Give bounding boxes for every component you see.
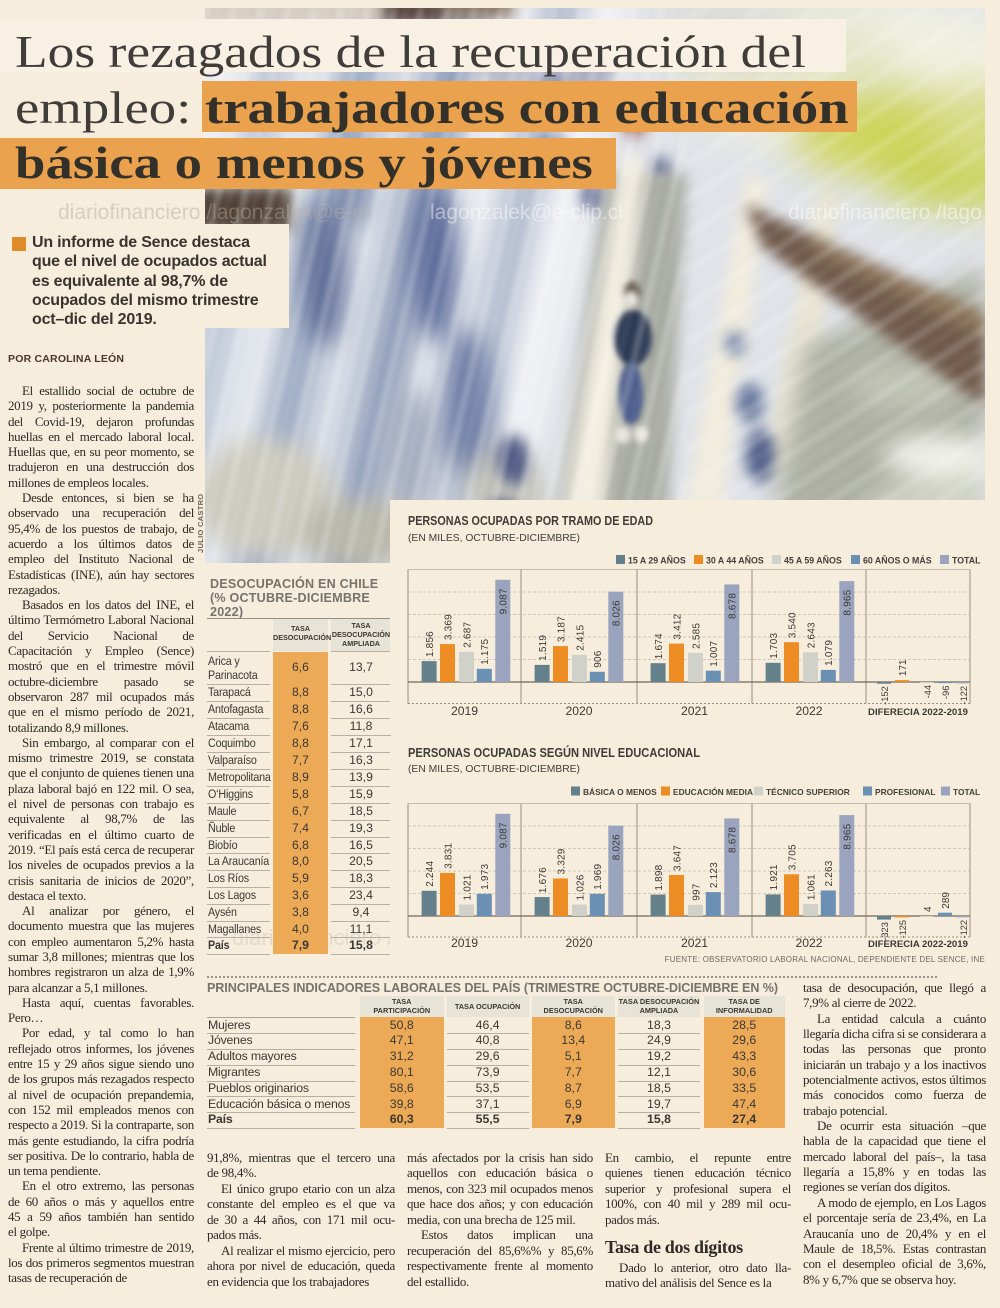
svg-text:3.369: 3.369	[443, 614, 454, 640]
svg-text:PROFESIONAL: PROFESIONAL	[875, 787, 936, 797]
svg-text:1.856: 1.856	[425, 631, 436, 657]
svg-text:(EN MILES, OCTUBRE-DICIEMBRE): (EN MILES, OCTUBRE-DICIEMBRE)	[408, 532, 580, 544]
svg-text:4: 4	[923, 906, 934, 912]
svg-text:-122: -122	[959, 686, 969, 705]
svg-text:2022: 2022	[795, 936, 822, 950]
svg-text:TÉCNICO SUPERIOR: TÉCNICO SUPERIOR	[766, 786, 850, 797]
svg-text:2.687: 2.687	[462, 622, 473, 648]
svg-text:1.703: 1.703	[769, 633, 780, 659]
svg-text:1.021: 1.021	[462, 874, 473, 900]
svg-text:1.079: 1.079	[824, 640, 835, 666]
svg-text:1.969: 1.969	[593, 864, 604, 890]
svg-text:171: 171	[898, 659, 909, 676]
svg-text:60 AÑOS O MÁS: 60 AÑOS O MÁS	[863, 556, 932, 566]
svg-text:3.187: 3.187	[556, 616, 567, 642]
svg-text:8.965: 8.965	[843, 823, 854, 849]
svg-text:2022: 2022	[795, 704, 822, 718]
svg-text:906: 906	[593, 650, 604, 668]
svg-text:DIFERECIA 2022-2019: DIFERECIA 2022-2019	[868, 707, 968, 718]
svg-text:3.831: 3.831	[443, 843, 454, 869]
svg-text:TOTAL: TOTAL	[953, 787, 980, 797]
svg-text:2.123: 2.123	[709, 862, 720, 888]
svg-text:2020: 2020	[565, 704, 592, 718]
svg-text:EDUCACIÓN MEDIA: EDUCACIÓN MEDIA	[673, 786, 753, 797]
svg-text:2020: 2020	[565, 936, 592, 950]
svg-text:2019: 2019	[451, 704, 478, 718]
svg-text:45 A 59 AÑOS: 45 A 59 AÑOS	[784, 556, 842, 566]
svg-text:30 A 44 AÑOS: 30 A 44 AÑOS	[706, 556, 764, 566]
svg-text:8.678: 8.678	[728, 593, 739, 619]
svg-text:9.087: 9.087	[499, 822, 510, 848]
svg-text:3.705: 3.705	[787, 844, 798, 870]
svg-text:8.965: 8.965	[843, 589, 854, 615]
svg-text:BÁSICA O MENOS: BÁSICA O MENOS	[583, 786, 657, 797]
svg-text:1.007: 1.007	[709, 640, 720, 666]
svg-text:-125: -125	[898, 920, 908, 939]
svg-text:PERSONAS OCUPADAS SEGÚN NIVEL: PERSONAS OCUPADAS SEGÚN NIVEL EDUCACIONA…	[408, 745, 700, 760]
svg-text:2021: 2021	[681, 936, 708, 950]
svg-text:(EN MILES, OCTUBRE-DICIEMBRE): (EN MILES, OCTUBRE-DICIEMBRE)	[408, 763, 580, 775]
svg-text:1.898: 1.898	[654, 864, 665, 890]
svg-text:1.061: 1.061	[806, 874, 817, 900]
svg-text:-122: -122	[959, 920, 969, 939]
svg-text:DIFERECIA 2022-2019: DIFERECIA 2022-2019	[868, 939, 968, 950]
svg-text:2.585: 2.585	[691, 623, 702, 649]
svg-text:2.643: 2.643	[806, 622, 817, 648]
svg-text:3.412: 3.412	[672, 613, 683, 639]
svg-text:997: 997	[691, 883, 702, 901]
svg-text:1.175: 1.175	[480, 639, 491, 665]
svg-text:2.263: 2.263	[824, 860, 835, 886]
svg-text:3.647: 3.647	[672, 845, 683, 871]
svg-text:2021: 2021	[681, 704, 708, 718]
svg-text:8.026: 8.026	[612, 834, 623, 860]
svg-text:2.244: 2.244	[425, 861, 436, 887]
svg-text:1.026: 1.026	[575, 874, 586, 900]
svg-text:-96: -96	[941, 686, 951, 699]
svg-text:1.674: 1.674	[654, 633, 665, 659]
svg-text:1.921: 1.921	[769, 864, 780, 890]
svg-text:1.973: 1.973	[480, 864, 491, 890]
svg-text:1.676: 1.676	[538, 867, 549, 893]
svg-text:8.678: 8.678	[728, 827, 739, 853]
svg-text:PERSONAS OCUPADAS POR TRAMO DE: PERSONAS OCUPADAS POR TRAMO DE EDAD	[408, 513, 653, 528]
svg-text:-152: -152	[880, 686, 890, 705]
svg-text:3.329: 3.329	[556, 848, 567, 874]
svg-text:-323: -323	[880, 922, 890, 941]
svg-text:TOTAL: TOTAL	[952, 556, 981, 566]
svg-text:15 A 29 AÑOS: 15 A 29 AÑOS	[628, 556, 686, 566]
svg-text:9.087: 9.087	[499, 588, 510, 614]
svg-text:1.519: 1.519	[538, 635, 549, 661]
svg-text:-44: -44	[923, 685, 933, 698]
svg-text:8.026: 8.026	[612, 600, 623, 626]
svg-text:2.415: 2.415	[575, 625, 586, 651]
svg-text:3.540: 3.540	[787, 612, 798, 638]
svg-text:289: 289	[941, 892, 952, 909]
svg-text:2019: 2019	[451, 936, 478, 950]
